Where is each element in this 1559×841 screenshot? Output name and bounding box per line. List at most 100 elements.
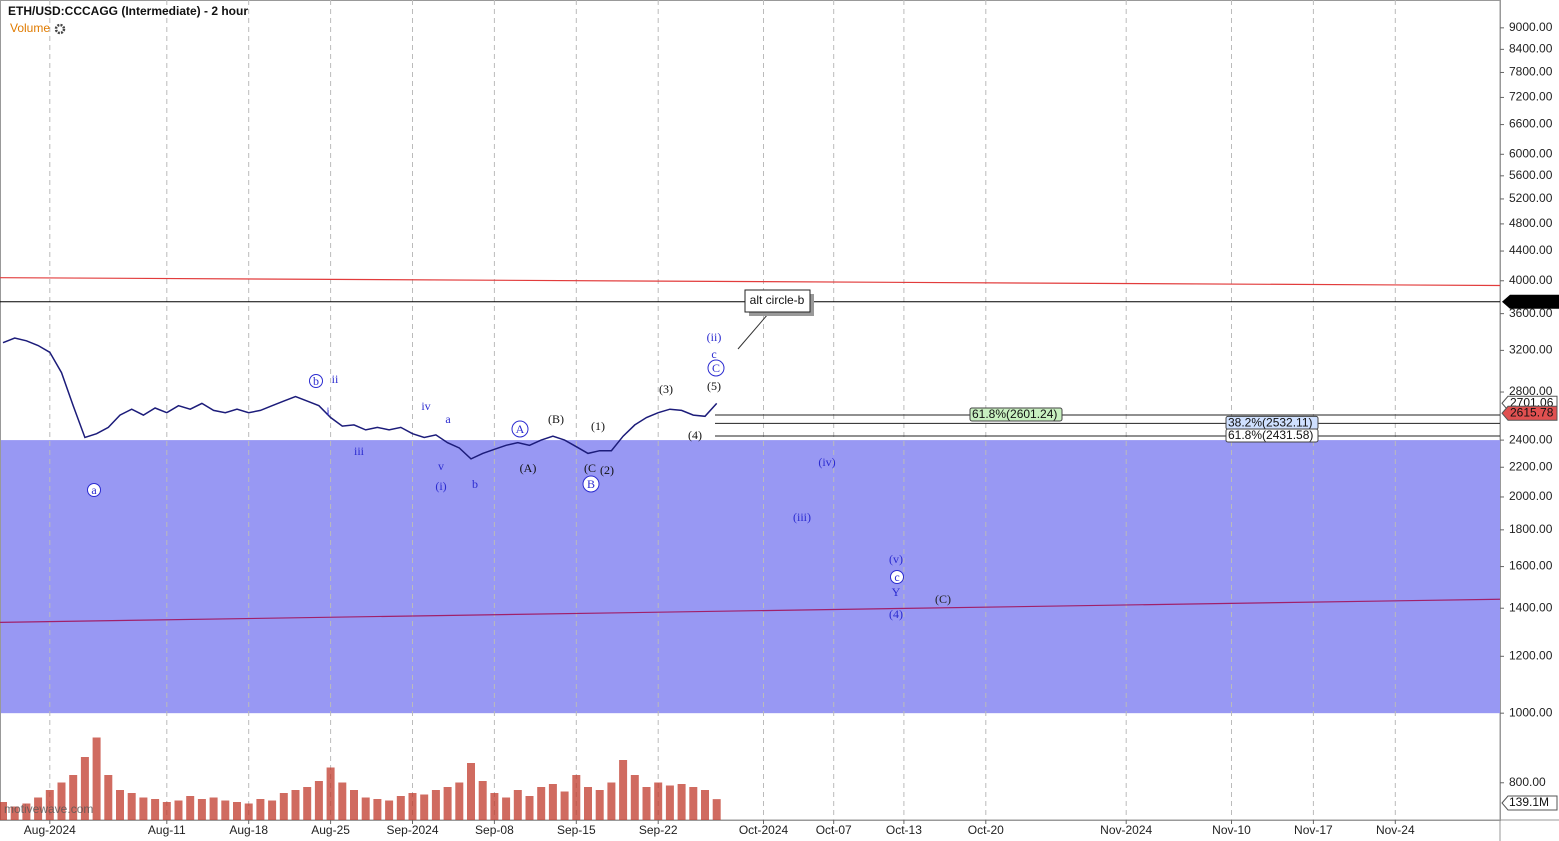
indicator-label: Volume — [10, 21, 50, 35]
price-tag-label: 2615.78 — [1510, 405, 1554, 419]
trendline — [0, 598, 1501, 623]
volume-bar — [10, 806, 19, 820]
wave-circle — [511, 420, 529, 438]
volume-bar — [443, 787, 452, 820]
y-tick-label: 1600.00 — [1509, 559, 1553, 573]
y-tick-label: 2000.00 — [1509, 489, 1553, 503]
volume-bar — [221, 800, 230, 820]
volume-bar — [0, 802, 7, 820]
volume-bar — [34, 797, 43, 820]
y-tick-label: 4400.00 — [1509, 243, 1553, 257]
x-tick-label: Aug-25 — [311, 823, 350, 837]
y-tick-label: 1800.00 — [1509, 522, 1553, 536]
volume-bar — [303, 787, 312, 820]
volume-bar — [197, 799, 206, 820]
watermark: motivewave.com — [4, 802, 93, 816]
volume-bar — [677, 784, 686, 820]
volume-bar — [455, 782, 464, 820]
wave-label: (4) — [688, 428, 702, 442]
volume-bar — [69, 775, 78, 820]
wave-label: a — [445, 412, 451, 426]
y-tick-label: 5200.00 — [1509, 191, 1553, 205]
y-tick-label: 6000.00 — [1509, 146, 1553, 160]
wave-label: a — [91, 483, 97, 497]
volume-bar — [162, 802, 171, 820]
x-tick-label: Sep-08 — [475, 823, 514, 837]
settings-icon[interactable] — [54, 23, 66, 35]
wave-label: (A) — [520, 461, 537, 475]
volume-bar — [537, 787, 546, 820]
y-tick-label: 4000.00 — [1509, 273, 1553, 287]
volume-bar — [116, 790, 124, 820]
y-tick-label: 7200.00 — [1509, 90, 1553, 104]
wave-label: (1) — [591, 419, 605, 433]
wave-label: (ii) — [707, 330, 722, 344]
volume-bar — [548, 784, 557, 820]
volume-bar — [314, 781, 323, 820]
volume-bar — [431, 790, 440, 820]
volume-bar — [595, 790, 604, 820]
volume-bar — [654, 782, 663, 820]
volume-bar — [268, 800, 277, 820]
wave-label: (iii) — [793, 510, 811, 524]
fib-label-box — [969, 407, 1063, 422]
wave-circle — [87, 483, 101, 497]
wave-label: c — [711, 347, 716, 361]
price-line — [2, 337, 718, 460]
volume-bar — [361, 797, 370, 820]
x-tick-label: Nov-2024 — [1100, 823, 1152, 837]
x-tick-label: Aug-11 — [148, 823, 186, 837]
wave-label: Y — [892, 585, 901, 599]
volume-bar — [256, 799, 265, 820]
volume-bar — [373, 799, 382, 820]
x-tick-label: Nov-17 — [1294, 823, 1333, 837]
volume-bar — [326, 767, 335, 820]
volume-bar — [350, 790, 358, 820]
volume-bar — [174, 800, 183, 820]
y-tick-label: 3200.00 — [1509, 343, 1553, 357]
wave-label: b — [313, 374, 319, 388]
volume-bar — [139, 797, 148, 820]
y-tick-label: 1000.00 — [1509, 705, 1553, 719]
wave-label: (i) — [435, 479, 446, 493]
volume-bar — [630, 775, 639, 820]
wave-circle — [582, 475, 600, 493]
y-tick-label: 1200.00 — [1509, 648, 1553, 662]
volume-bar — [619, 760, 628, 820]
volume-bar — [665, 785, 674, 820]
x-tick-label: Sep-22 — [639, 823, 678, 837]
wave-label: (C) — [935, 592, 951, 606]
trendline — [0, 277, 1501, 287]
volume-bar — [92, 737, 101, 820]
fib-label-box — [1225, 428, 1319, 443]
volume-bar — [607, 782, 616, 820]
x-tick-label: Sep-2024 — [386, 823, 438, 837]
target-zone — [1, 440, 1500, 714]
hline-tag — [1502, 294, 1559, 309]
wave-label: B — [587, 477, 595, 491]
wave-label: (3) — [659, 382, 673, 396]
x-tick-label: Oct-20 — [968, 823, 1004, 837]
y-tick-label: 4800.00 — [1509, 216, 1553, 230]
y-tick-label: 9000.00 — [1509, 20, 1553, 34]
volume-bar — [385, 800, 394, 820]
volume-bar — [701, 790, 709, 820]
volume-bar — [572, 775, 581, 820]
y-tick-label: 3600.00 — [1509, 306, 1553, 320]
x-tick-label: Nov-10 — [1212, 823, 1251, 837]
volume-bar — [104, 775, 113, 820]
volume-bar — [408, 793, 417, 820]
x-tick-label: Oct-07 — [816, 823, 852, 837]
volume-bar — [233, 802, 241, 820]
volume-bar — [513, 790, 522, 820]
wave-label: (4) — [889, 607, 903, 621]
volume-bar — [467, 763, 475, 820]
volume-bar — [338, 782, 347, 820]
wave-circle — [890, 570, 904, 584]
wave-circle — [707, 359, 725, 377]
x-tick-label: Sep-15 — [557, 823, 596, 837]
volume-tag — [1501, 795, 1558, 811]
x-tick-label: Aug-2024 — [24, 823, 76, 837]
wave-label: c — [894, 570, 899, 584]
fib-label: 61.8%(2601.24) — [972, 407, 1057, 421]
